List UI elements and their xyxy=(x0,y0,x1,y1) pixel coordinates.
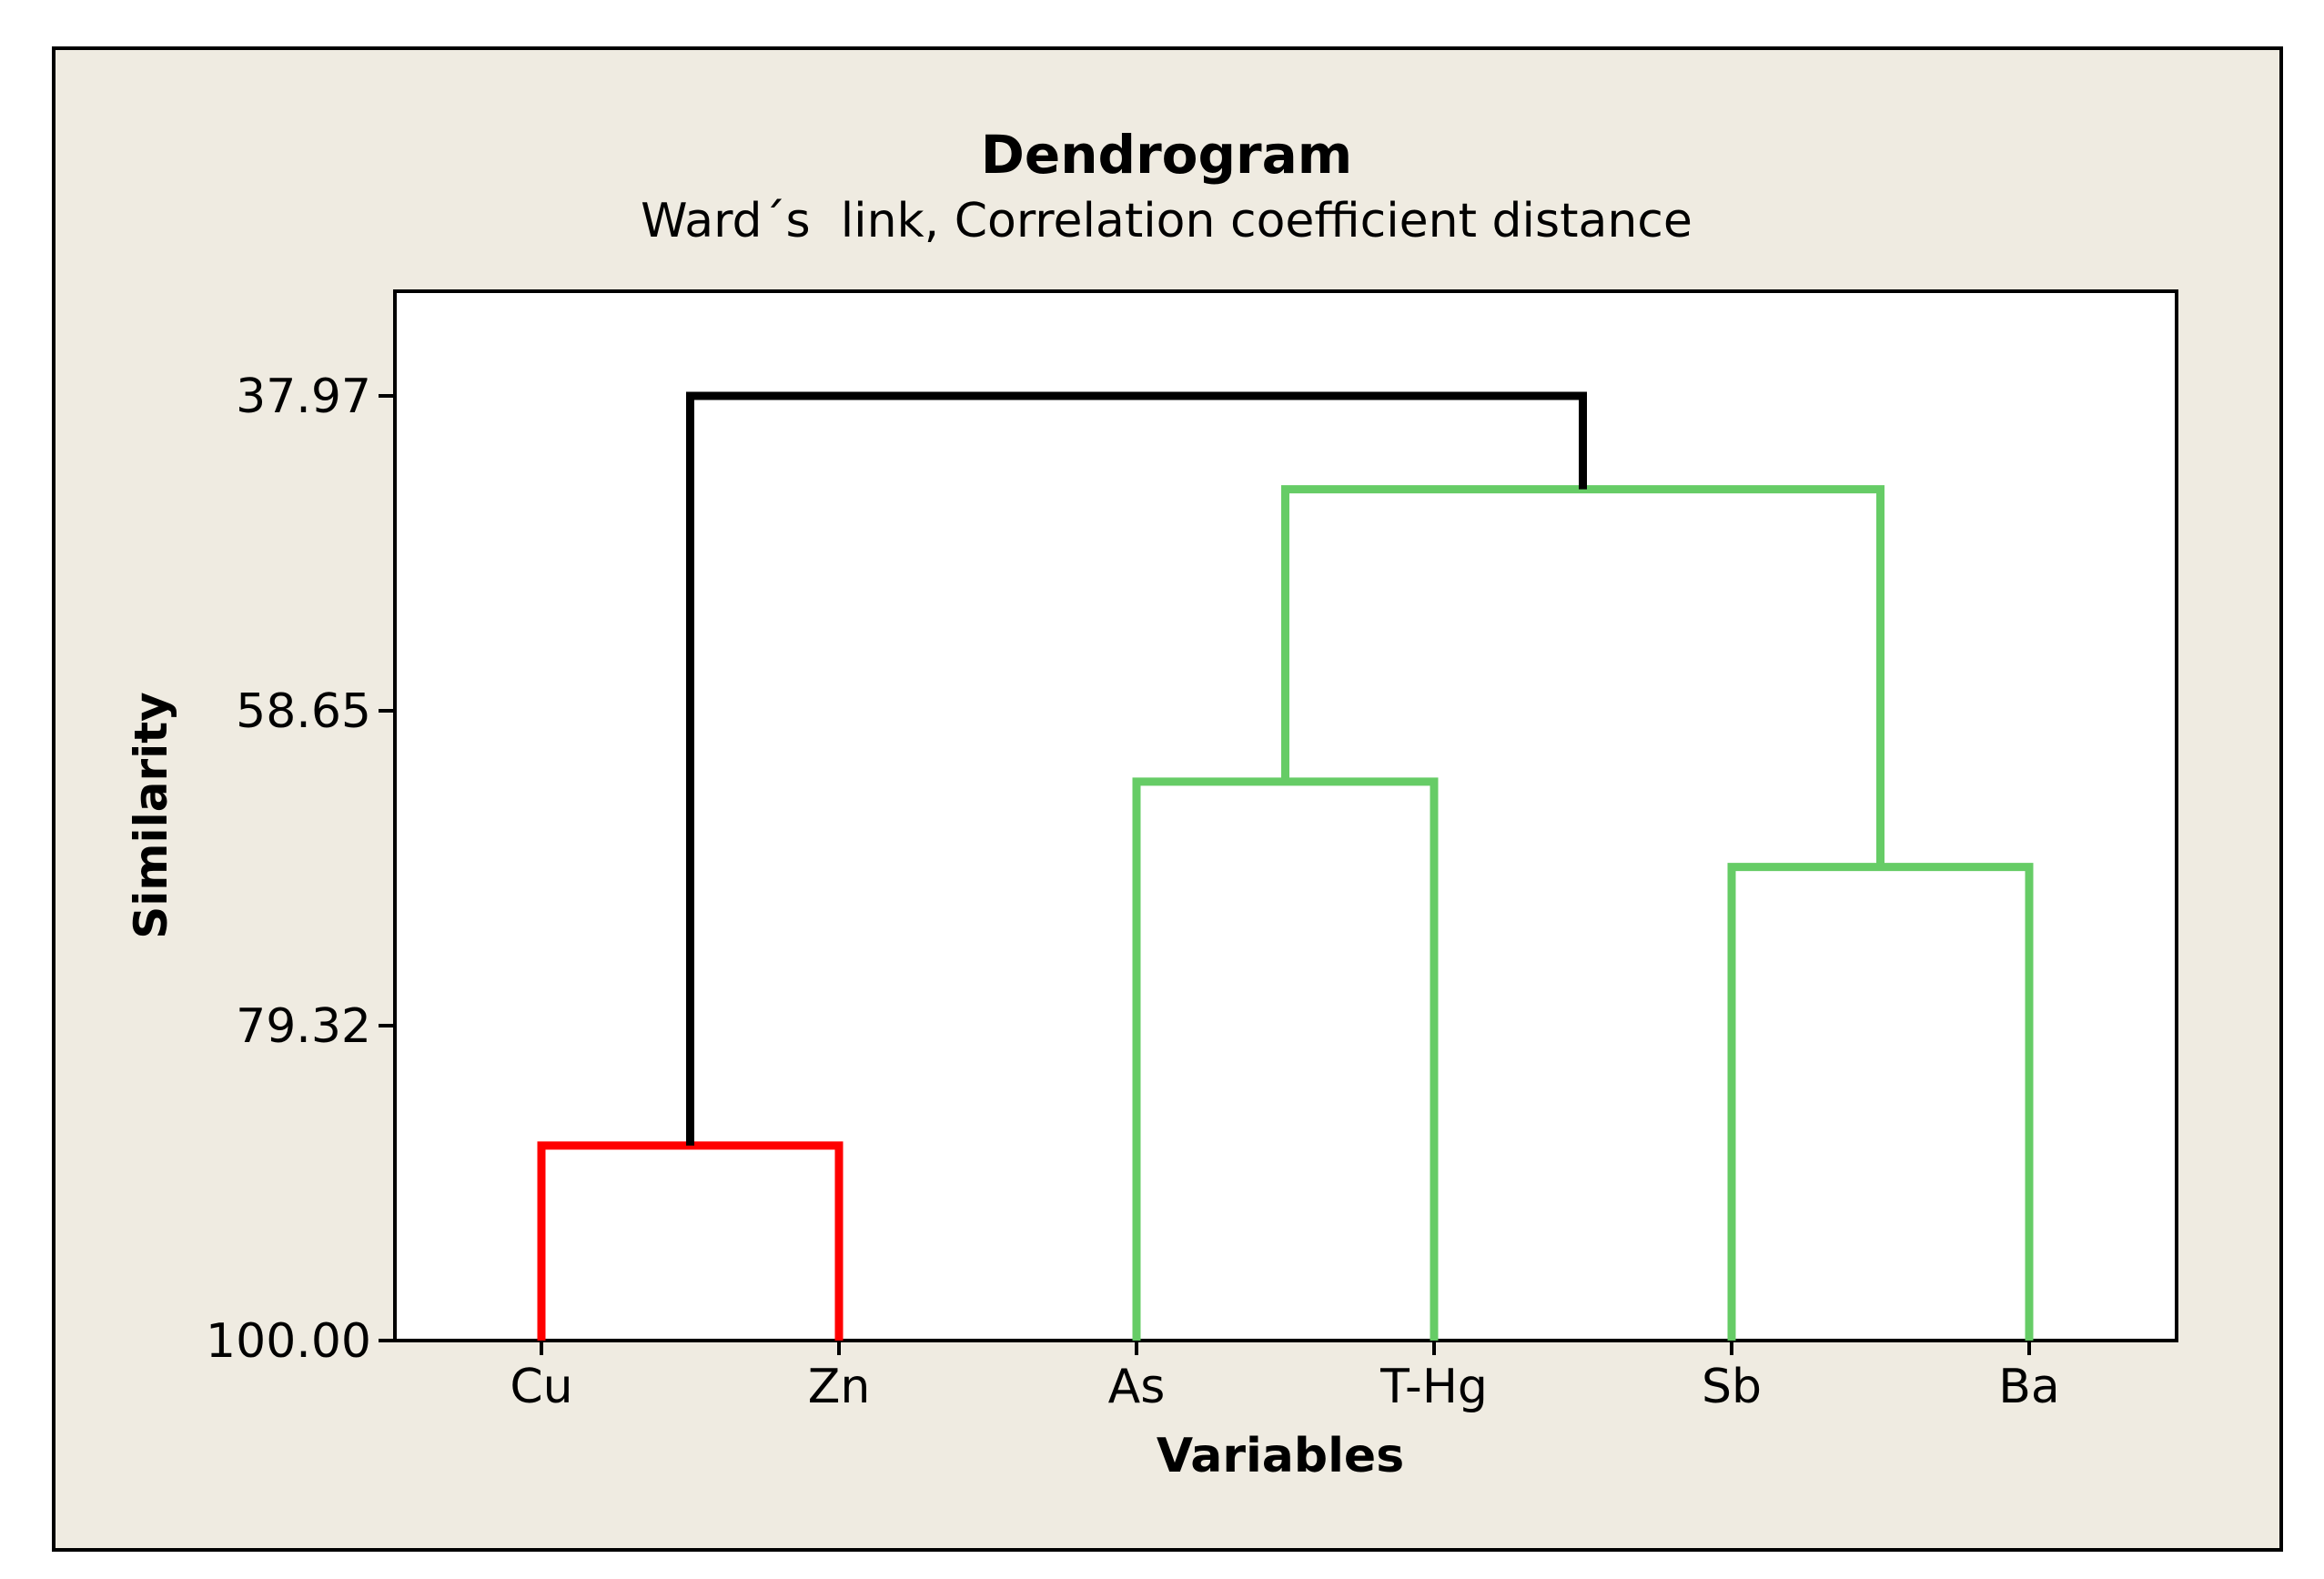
link-sb-ba xyxy=(1727,863,2034,1341)
y-tick-label: 100.00 xyxy=(206,1314,371,1369)
link-cu-zn-as-t-hg-sb-ba xyxy=(686,391,1587,1146)
y-tick-label: 79.32 xyxy=(236,999,371,1054)
chart-title: Dendrogram xyxy=(981,124,1352,186)
leaf-label-t-hg: T-Hg xyxy=(1379,1360,1488,1414)
leaf-label-as: As xyxy=(1108,1360,1166,1414)
dendrogram-links xyxy=(537,391,2034,1341)
y-axis-ticks: 37.97 58.65 79.32 100.00 xyxy=(206,369,395,1369)
y-tick-label: 58.65 xyxy=(236,684,371,739)
leaf-label-ba: Ba xyxy=(1998,1360,2060,1414)
link-cu-zn xyxy=(537,1141,844,1341)
x-axis-label: Variables xyxy=(1157,1429,1404,1483)
y-axis-label: Similarity xyxy=(125,692,177,939)
leaf-label-cu: Cu xyxy=(510,1360,572,1414)
plot-area xyxy=(393,289,2178,1342)
leaf-label-sb: Sb xyxy=(1702,1360,1762,1414)
x-axis-ticks: Cu Zn As T-Hg Sb Ba xyxy=(510,1341,2060,1414)
y-tick-label: 37.97 xyxy=(236,369,371,424)
chart-subtitle: Ward´s link, Correlation coefficient dis… xyxy=(641,194,1692,248)
leaf-label-zn: Zn xyxy=(808,1360,871,1414)
